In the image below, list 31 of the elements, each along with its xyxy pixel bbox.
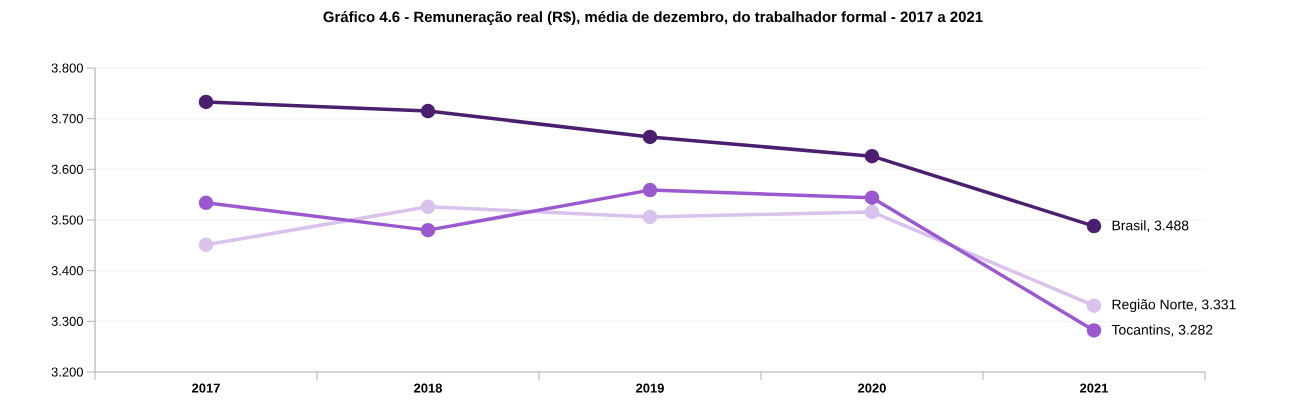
point bbox=[864, 190, 880, 205]
point bbox=[642, 129, 658, 145]
y-tick-label: 3.300 bbox=[51, 316, 83, 326]
point bbox=[198, 94, 214, 110]
annotation: Região Norte, 3.331 bbox=[1112, 299, 1236, 313]
chart-title: Gráfico 4.6 - Remuneração real (R$), média de dezembro, do trabalhador formal - 2017 a 2021 bbox=[323, 10, 983, 26]
x-tick-label: 2017 bbox=[192, 383, 220, 393]
annotation: Brasil, 3.488 bbox=[1112, 220, 1189, 233]
y-tick-label: 3.600 bbox=[51, 164, 83, 174]
y-tick-label: 3.400 bbox=[51, 266, 83, 276]
point bbox=[642, 182, 658, 198]
point bbox=[1086, 218, 1102, 234]
point bbox=[420, 199, 436, 215]
point bbox=[198, 237, 214, 253]
point bbox=[198, 195, 214, 211]
y-tick-label: 3.700 bbox=[51, 114, 83, 124]
x-tick-label: 2021 bbox=[1080, 383, 1109, 393]
x-tick-label: 2019 bbox=[636, 383, 664, 393]
point bbox=[1086, 298, 1102, 313]
y-tick-label: 3.200 bbox=[51, 367, 83, 377]
x-tick-label: 2018 bbox=[414, 383, 443, 393]
point bbox=[420, 222, 436, 238]
point bbox=[642, 209, 658, 225]
y-tick-label: 3.800 bbox=[51, 63, 83, 73]
point bbox=[420, 103, 436, 119]
annotation: Tocantins, 3.282 bbox=[1111, 324, 1213, 337]
point bbox=[864, 204, 880, 220]
y-tick-label: 3.500 bbox=[51, 215, 83, 225]
x-tick-label: 2020 bbox=[858, 383, 886, 393]
point bbox=[1086, 323, 1102, 338]
point bbox=[864, 148, 880, 164]
